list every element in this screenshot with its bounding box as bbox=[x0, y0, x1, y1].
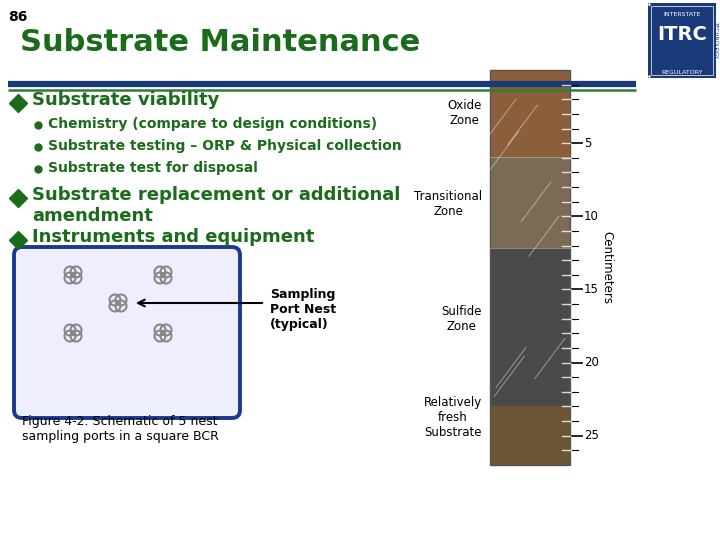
Text: Centimeters: Centimeters bbox=[600, 231, 613, 304]
FancyBboxPatch shape bbox=[14, 247, 240, 418]
Text: ITRC: ITRC bbox=[657, 25, 707, 44]
Bar bbox=[490, 406, 570, 465]
Text: Substrate test for disposal: Substrate test for disposal bbox=[48, 161, 258, 175]
Text: Substrate viability: Substrate viability bbox=[32, 91, 220, 109]
Text: Figure 4-2. Schematic of 5 nest
sampling ports in a square BCR: Figure 4-2. Schematic of 5 nest sampling… bbox=[22, 415, 219, 443]
Text: Sampling
Port Nest
(typical): Sampling Port Nest (typical) bbox=[270, 288, 336, 331]
Text: Substrate testing – ORP & Physical collection: Substrate testing – ORP & Physical colle… bbox=[48, 139, 402, 153]
Text: amendment: amendment bbox=[32, 207, 153, 225]
Text: REGULATORY: REGULATORY bbox=[661, 70, 703, 75]
Text: 86: 86 bbox=[8, 10, 27, 24]
Text: 5: 5 bbox=[584, 137, 591, 150]
Text: 10: 10 bbox=[584, 210, 599, 223]
Text: Sulfide
Zone: Sulfide Zone bbox=[441, 305, 482, 333]
Text: Substrate Maintenance: Substrate Maintenance bbox=[20, 28, 420, 57]
Text: Relatively
fresh
Substrate: Relatively fresh Substrate bbox=[424, 396, 482, 439]
Text: Chemistry (compare to design conditions): Chemistry (compare to design conditions) bbox=[48, 117, 377, 131]
Text: 15: 15 bbox=[584, 283, 599, 296]
Text: •: • bbox=[647, 1, 652, 10]
Text: Oxide
Zone: Oxide Zone bbox=[448, 99, 482, 127]
Bar bbox=[648, 3, 716, 78]
Text: 20: 20 bbox=[584, 356, 599, 369]
Text: TECHNOLOGY: TECHNOLOGY bbox=[714, 22, 719, 58]
Bar bbox=[490, 157, 570, 248]
Text: Instruments and equipment: Instruments and equipment bbox=[32, 228, 315, 246]
Bar bbox=[490, 70, 570, 157]
Text: INTERSTATE: INTERSTATE bbox=[663, 12, 701, 17]
Bar bbox=[651, 6, 713, 75]
Bar bbox=[490, 248, 570, 406]
Text: Substrate replacement or additional: Substrate replacement or additional bbox=[32, 186, 400, 204]
Text: •: • bbox=[714, 47, 718, 53]
Bar bbox=[490, 70, 570, 465]
Text: Transitional
Zone: Transitional Zone bbox=[414, 190, 482, 218]
Text: •: • bbox=[647, 73, 652, 83]
Text: 25: 25 bbox=[584, 429, 599, 442]
